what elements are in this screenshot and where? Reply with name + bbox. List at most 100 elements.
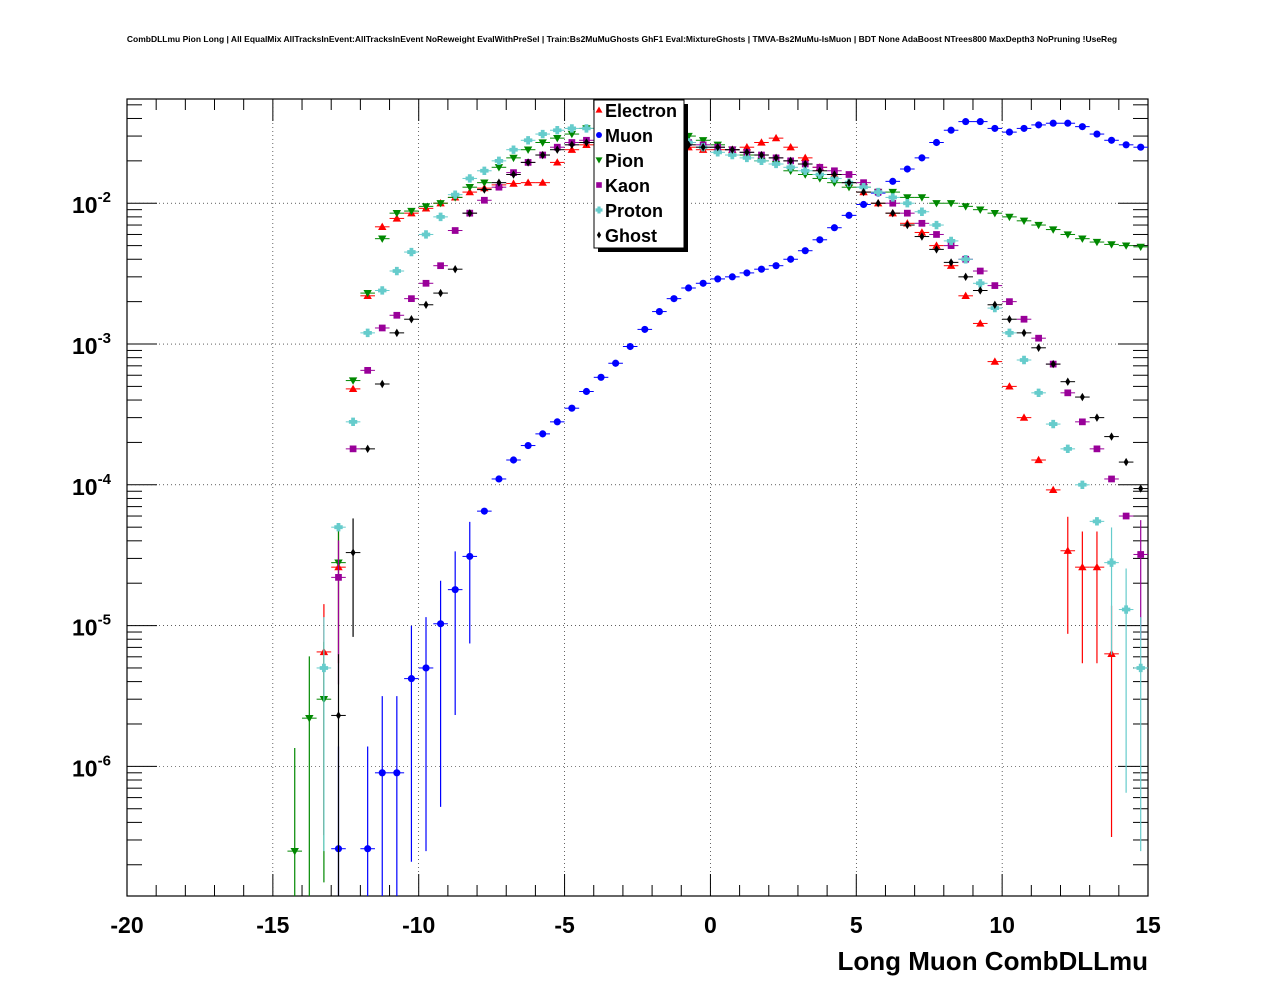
data-point [466,552,474,560]
data-point [335,574,342,581]
x-tick-label: 5 [850,912,863,938]
data-point [348,417,358,427]
data-point [744,148,750,157]
data-point [509,154,518,163]
data-point [947,242,955,249]
data-point [830,179,839,187]
y-tick-label: 10-4 [72,471,112,500]
data-point [1048,226,1058,234]
data-point [844,184,854,192]
data-point [407,207,416,216]
x-axis-title: Long Muon CombDLLmu [838,946,1148,976]
data-point [729,145,735,154]
data-point [1063,231,1072,239]
data-point [378,324,386,332]
data-point [861,187,867,197]
data-point [1121,605,1131,614]
data-point [540,150,546,160]
data-point [743,269,751,277]
data-point [436,212,445,222]
data-point [903,209,911,217]
legend-marker-pion [595,157,603,164]
data-point [655,308,663,316]
data-point [757,265,766,273]
data-point [816,236,824,244]
y-tick-exponent: -4 [98,471,112,488]
data-point [786,163,795,172]
data-point [817,166,823,175]
y-tick-label: 10-3 [72,330,111,359]
data-point [873,187,883,197]
data-point [1107,558,1116,567]
data-point [481,185,487,194]
data-point [698,137,708,145]
y-tick-exponent: -3 [98,330,111,347]
data-point [378,222,387,230]
y-tick-label: 10-2 [72,189,111,218]
data-point [932,200,941,208]
axis-ticks [126,99,1149,896]
data-point [1005,328,1014,338]
data-point [976,319,985,327]
data-point [963,272,969,282]
data-point [932,138,941,147]
data-point [1019,355,1029,365]
data-point [538,139,547,147]
data-point [392,214,402,222]
data-point [1078,235,1087,243]
data-point [991,282,999,289]
legend-marker-ghost [596,231,602,239]
data-point [917,228,927,236]
data-point [888,188,897,197]
data-point [511,170,517,179]
data-point [1136,243,1145,252]
data-point [728,150,737,160]
data-point [1035,121,1043,129]
data-point [523,178,533,186]
data-point [407,247,416,257]
legend-label-muon: Muon [605,126,653,146]
data-point [451,227,459,234]
data-point [494,156,504,166]
data-point [494,164,504,172]
data-point [641,325,649,333]
data-point [1079,392,1085,402]
data-point [523,146,533,154]
data-point [932,241,941,249]
data-point [772,262,780,270]
data-point [437,262,444,270]
data-point [509,456,518,464]
data-point [582,124,591,133]
data-point [1020,315,1028,323]
data-point [379,379,385,389]
x-tick-labels: -20 -15 -10 -5 0 5 10 15 [110,912,1161,938]
data-point [1108,475,1115,483]
legend-marker-muon [596,132,602,138]
data-point [626,342,634,351]
x-tick-label: 15 [1135,912,1161,938]
data-point [961,203,970,211]
data-point [991,124,999,132]
data-point [889,177,897,185]
legend-box [593,99,685,249]
data-point [904,220,910,230]
y-tick-base: 10 [72,474,98,500]
data-point [1094,413,1100,422]
y-tick-exponent: -6 [98,752,111,769]
data-point [495,183,503,191]
data-point [903,194,912,202]
data-point [567,124,577,133]
data-point [408,315,414,324]
data-point [962,118,970,126]
data-point [1065,377,1071,386]
data-series [287,115,1148,896]
data-point [393,311,401,319]
data-point [1107,136,1116,144]
data-point [1092,562,1102,571]
data-point [509,179,518,187]
series-proton [316,124,1148,852]
data-point [394,328,400,338]
data-point [1019,217,1029,226]
data-point [714,275,722,283]
data-point [567,130,577,139]
